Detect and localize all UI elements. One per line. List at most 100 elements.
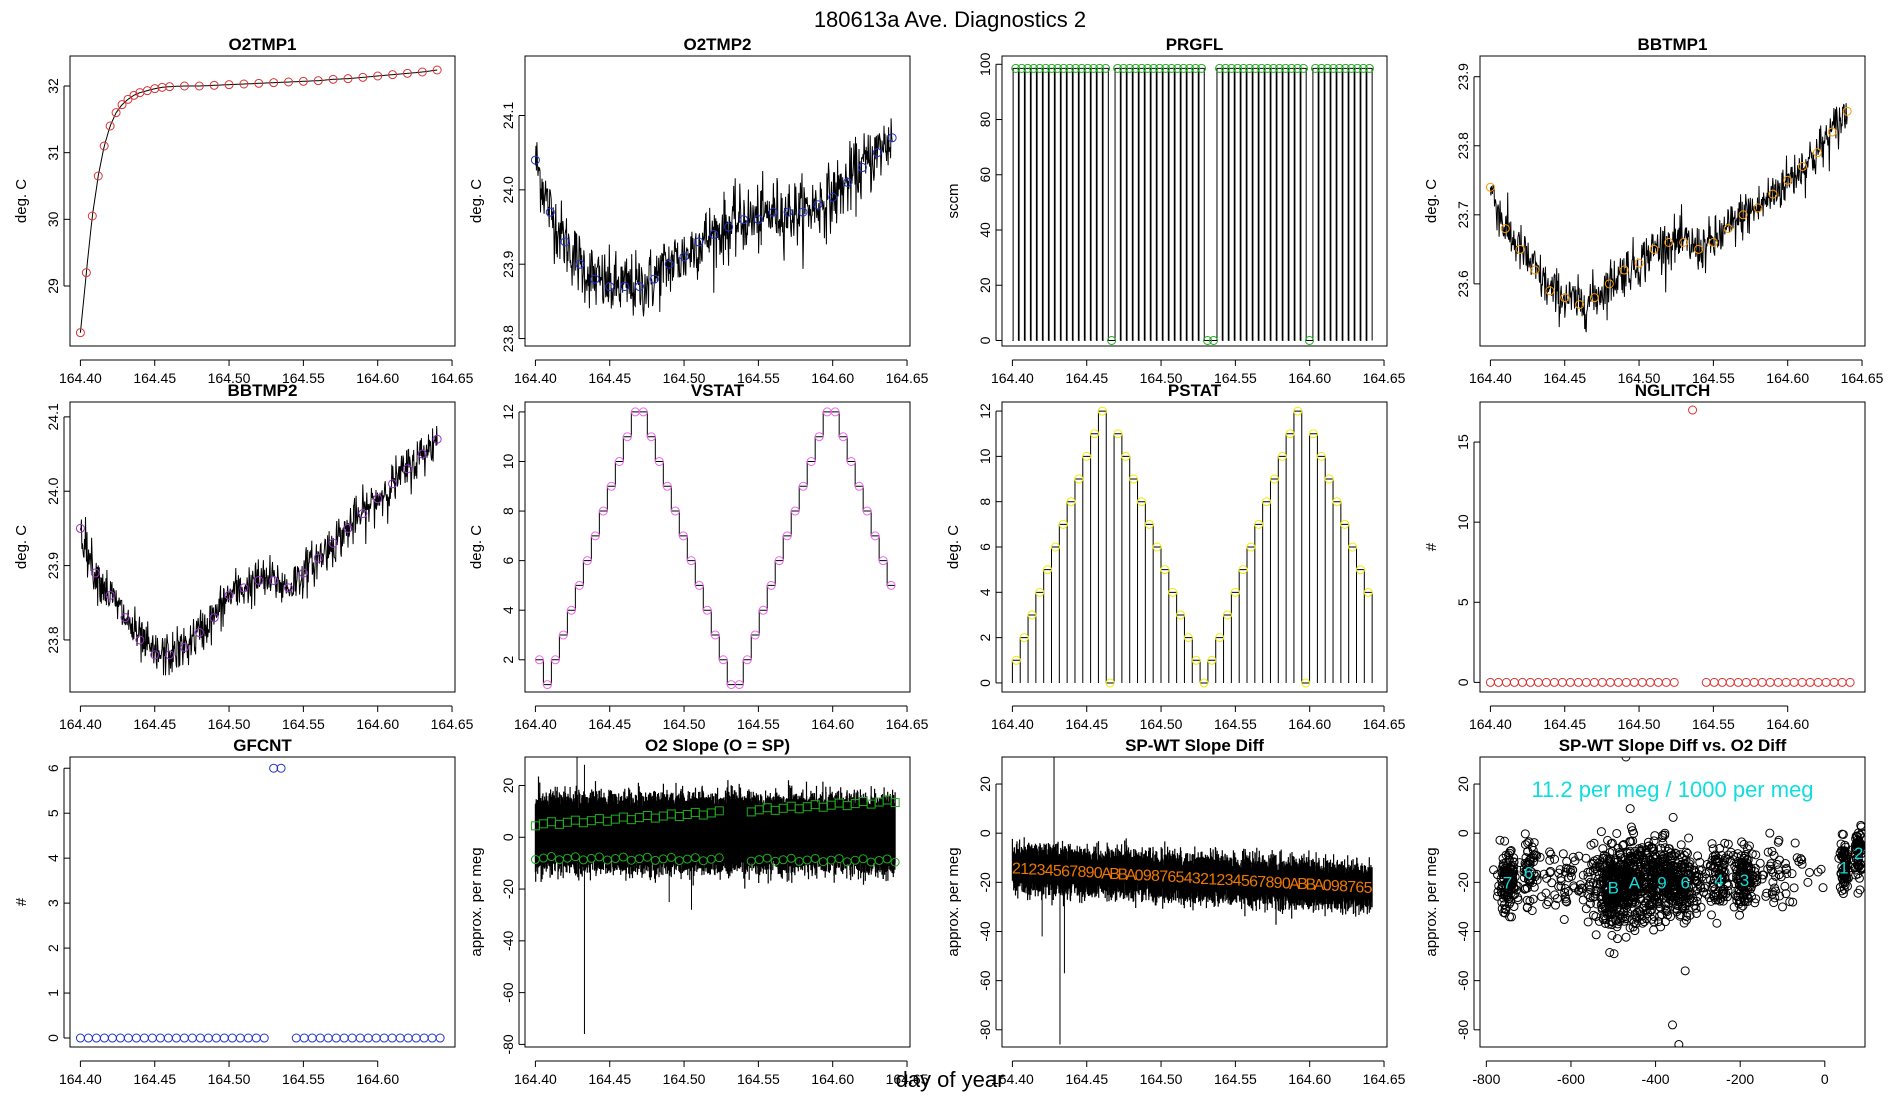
panel-bbtmp2: BBTMP2 deg. C 23.8 23.9 24.0 24.1 164.40 164.45…: [13, 381, 474, 732]
y-tick-label: 23.8: [500, 325, 516, 352]
scatter-point: [1532, 875, 1542, 885]
state-marker: [1058, 519, 1068, 529]
scatter-point: [1560, 884, 1570, 894]
scatter-point: [1492, 891, 1502, 901]
scatter-point: [1620, 860, 1630, 870]
scatter-point: [1818, 883, 1828, 893]
scatter-point: [1840, 859, 1850, 869]
sp-low-marker: [810, 853, 820, 863]
x-tick-label: -200: [1726, 1071, 1754, 1087]
count-marker: [1653, 677, 1663, 687]
mean-marker: [1298, 63, 1308, 73]
scatter-point: [1714, 869, 1724, 879]
panel-vstat: VSTAT deg. C 2 4 6 8 10 12 164.40 164.45 164.50 164…: [468, 381, 929, 732]
mean-marker: [1281, 63, 1291, 73]
state-marker: [1011, 655, 1021, 665]
mean-marker: [343, 523, 353, 533]
count-marker: [83, 1033, 93, 1043]
scatter-point: [1592, 866, 1602, 876]
scatter-point: [1656, 874, 1666, 884]
state-marker: [590, 531, 600, 541]
mean-marker: [358, 509, 368, 519]
scatter-point: [1732, 892, 1742, 902]
scatter-point: [1774, 870, 1784, 880]
scatter-point: [1618, 841, 1628, 851]
sp-high-marker: [890, 798, 900, 808]
scatter-point: [1838, 853, 1848, 863]
plot-area-bbtmp1: [1485, 103, 1852, 333]
state-label: 8: [1339, 878, 1348, 895]
y-axis-label: #: [13, 897, 30, 906]
state-label: 5: [1176, 870, 1185, 887]
scatter-point: [1692, 908, 1702, 918]
state-marker: [1160, 565, 1170, 575]
sp-low-marker: [594, 852, 604, 862]
x-tick-label: 164.40: [1469, 716, 1512, 732]
mean-marker: [1125, 63, 1135, 73]
mean-marker: [157, 82, 167, 92]
scatter-point: [1620, 882, 1630, 892]
mean-marker: [828, 192, 838, 202]
y-tick-label: 0: [1455, 678, 1471, 686]
panel-title: GFCNT: [233, 736, 292, 755]
scatter-point: [1789, 883, 1799, 893]
scatter-point: [1597, 904, 1607, 914]
scatter-point: [1657, 855, 1667, 865]
state-marker: [1254, 519, 1264, 529]
scatter-point: [1511, 880, 1521, 890]
scatter-point: [1605, 869, 1615, 879]
y-axis-label: deg. C: [13, 525, 30, 569]
panel-nglitch: NGLITCH #0 5 10 15 164.40 164.45 164.50 164.55 16…: [1423, 381, 1866, 732]
scatter-point: [1504, 850, 1514, 860]
scatter-point: [1520, 858, 1530, 868]
y-tick-label: 23.9: [1455, 63, 1471, 90]
count-marker: [331, 1033, 341, 1043]
cluster-label: 9: [1657, 873, 1666, 892]
x-tick-label: 164.40: [59, 1071, 102, 1087]
count-marker: [1573, 677, 1583, 687]
scatter-point: [1494, 881, 1504, 891]
state-label: 3: [1192, 870, 1201, 887]
scatter-point: [1706, 910, 1716, 920]
scatter-point: [1613, 919, 1623, 929]
mean-marker: [694, 237, 704, 247]
mean-marker: [575, 259, 585, 269]
mean-marker: [1515, 244, 1525, 254]
scatter-point: [1788, 897, 1798, 907]
mean-marker: [1334, 63, 1344, 73]
state-label: 6: [1355, 879, 1364, 896]
x-tick-label: 164.60: [811, 370, 854, 386]
state-marker: [614, 456, 624, 466]
count-marker: [291, 1033, 301, 1043]
x-tick-label: 164.60: [1288, 1071, 1331, 1087]
y-axis-label: approx. per meg: [468, 847, 485, 956]
y-tick-label: 0: [977, 829, 993, 837]
state-marker: [1199, 678, 1209, 688]
scatter-point: [1588, 892, 1598, 902]
scatter-point: [1683, 848, 1693, 858]
scatter-point: [1630, 852, 1640, 862]
plot-frame: [69, 55, 456, 347]
x-tick-label: 164.45: [588, 1071, 631, 1087]
scatter-point: [1563, 886, 1573, 896]
state-marker: [542, 680, 552, 690]
scatter-point: [1612, 828, 1622, 838]
scatter-point: [1672, 905, 1682, 915]
state-marker: [1191, 655, 1201, 665]
scatter-point: [1629, 862, 1639, 872]
y-tick-label: 60: [977, 167, 993, 183]
mean-marker: [1011, 63, 1021, 73]
state-marker: [702, 605, 712, 615]
y-tick-label: 20: [977, 776, 993, 792]
plot-area-o2tmp2: [530, 118, 897, 317]
scatter-point: [1707, 882, 1717, 892]
outlier-point: [1625, 804, 1635, 814]
y-tick-label: 2: [500, 656, 516, 664]
scatter-point: [1612, 934, 1622, 944]
scatter-point: [1502, 878, 1512, 888]
scatter-point: [1738, 857, 1748, 867]
spike-marker: [1688, 405, 1698, 415]
mean-marker: [1239, 63, 1249, 73]
mean-marker: [1233, 63, 1243, 73]
